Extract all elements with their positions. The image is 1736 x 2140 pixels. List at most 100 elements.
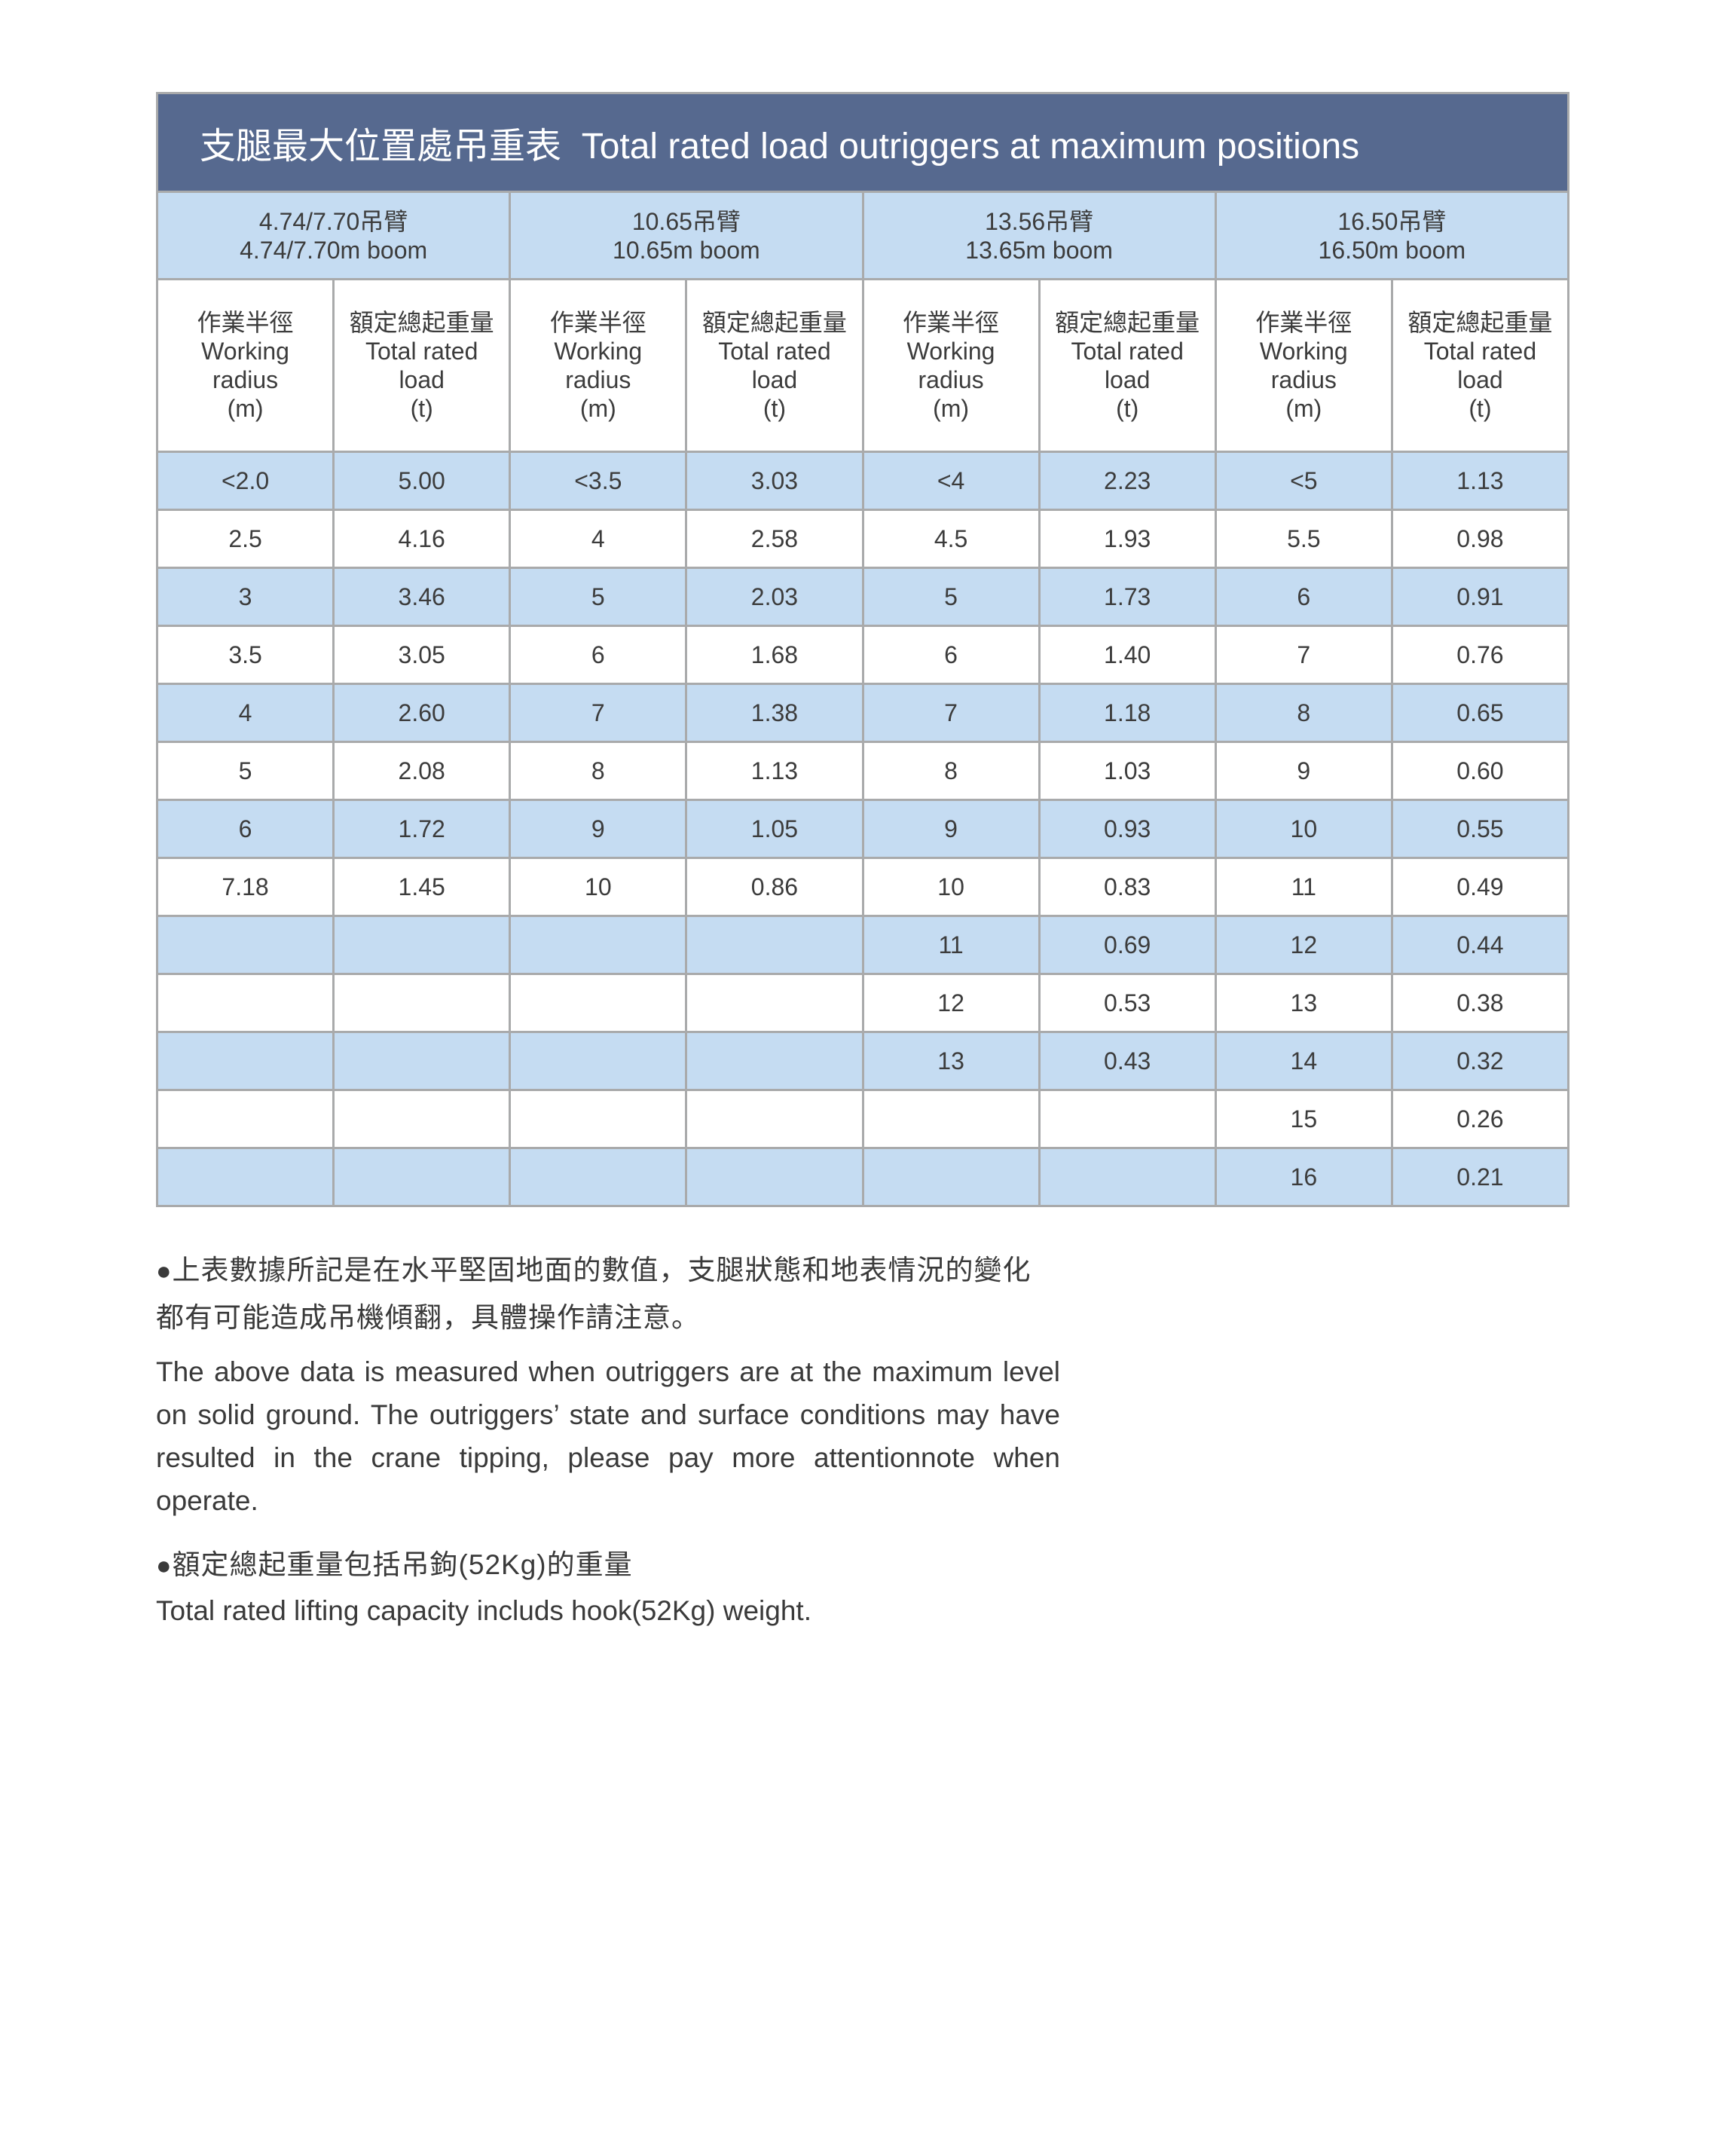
boom-header: 4.74/7.70吊臂 4.74/7.70m boom xyxy=(155,191,512,280)
header-unit: (t) xyxy=(1116,395,1139,422)
radius-column-header: 作業半徑 Working radius (m) xyxy=(861,278,1041,453)
header-en: Total rated xyxy=(718,338,831,365)
radius-cell: 8 xyxy=(861,741,1041,801)
radius-cell xyxy=(155,1147,335,1207)
load-cell: 0.60 xyxy=(1390,741,1570,801)
load-cell xyxy=(1038,1089,1217,1149)
header-en: Total rated xyxy=(1423,338,1537,365)
note2-zh-text: 額定總起重量包括吊鉤(52Kg)的重量 xyxy=(172,1549,633,1580)
note1-en: The above data is measured when outrigge… xyxy=(156,1356,1060,1516)
radius-cell: 6 xyxy=(861,625,1041,685)
radius-cell: 9 xyxy=(509,799,688,859)
header-en: Working xyxy=(906,338,995,365)
title-zh: 支腿最大位置處吊重表 xyxy=(200,127,562,167)
radius-column-header: 作業半徑 Working radius (m) xyxy=(1214,278,1393,453)
load-cell xyxy=(332,1089,512,1149)
radius-cell xyxy=(509,915,688,975)
load-cell: 2.58 xyxy=(685,509,864,569)
radius-cell xyxy=(509,1089,688,1149)
header-unit: (t) xyxy=(1469,395,1492,422)
radius-cell: 13 xyxy=(1214,973,1393,1033)
load-cell xyxy=(332,915,512,975)
load-cell xyxy=(685,915,864,975)
radius-cell: 3.5 xyxy=(155,625,335,685)
boom-header: 13.56吊臂 13.65m boom xyxy=(861,191,1217,280)
boom-en: 4.74/7.70m boom xyxy=(240,236,428,264)
note1-zh-line1: 上表數據所記是在水平堅固地面的數值，支腿狀態和地表情況的變化 xyxy=(172,1255,1032,1286)
header-unit: (m) xyxy=(1285,395,1322,422)
load-cell: 0.55 xyxy=(1390,799,1570,859)
header-unit: (m) xyxy=(933,395,970,422)
radius-cell: 7 xyxy=(861,683,1041,743)
radius-cell: 10 xyxy=(509,857,688,917)
header-zh: 額定總起重量 xyxy=(349,309,494,336)
table-row: 16 0.21 xyxy=(155,1147,1570,1207)
load-column-header: 額定總起重量 Total rated load (t) xyxy=(685,278,864,453)
header-en: Working xyxy=(554,338,643,365)
radius-column-header: 作業半徑 Working radius (m) xyxy=(509,278,688,453)
boom-zh: 10.65吊臂 xyxy=(631,207,741,235)
header-zh: 額定總起重量 xyxy=(701,309,847,336)
load-cell xyxy=(332,1031,512,1091)
radius-cell: 16 xyxy=(1214,1147,1393,1207)
table-row: <2.0 5.00 <3.5 3.03 <4 2.23 <5 1.13 xyxy=(155,451,1570,511)
load-cell xyxy=(685,1089,864,1149)
load-cell xyxy=(1038,1147,1217,1207)
load-cell: 2.03 xyxy=(685,567,864,627)
radius-cell xyxy=(155,973,335,1033)
header-en: Total rated xyxy=(365,338,478,365)
table-row: 7.18 1.45 10 0.86 10 0.83 11 0.49 xyxy=(155,857,1570,917)
load-cell: 4.16 xyxy=(332,509,512,569)
boom-zh: 16.50吊臂 xyxy=(1337,207,1447,235)
header-en: Total rated xyxy=(1071,338,1184,365)
load-cell: 2.23 xyxy=(1038,451,1217,511)
radius-cell: 6 xyxy=(509,625,688,685)
table-row: 6 1.72 9 1.05 9 0.93 10 0.55 xyxy=(155,799,1570,859)
table-title: 支腿最大位置處吊重表 Total rated load outriggers a… xyxy=(156,92,1569,193)
header-unit: (m) xyxy=(227,395,264,422)
title-en: Total rated load outriggers at maximum p… xyxy=(581,127,1360,167)
load-cell: 0.38 xyxy=(1390,973,1570,1033)
boom-en: 10.65m boom xyxy=(613,236,760,264)
load-cell: 3.03 xyxy=(685,451,864,511)
load-column-header: 額定總起重量 Total rated load (t) xyxy=(1390,278,1570,453)
radius-cell: 2.5 xyxy=(155,509,335,569)
radius-cell xyxy=(155,1031,335,1091)
boom-zh: 13.56吊臂 xyxy=(985,207,1094,235)
radius-cell: 10 xyxy=(861,857,1041,917)
header-en: load xyxy=(1457,366,1503,393)
radius-cell xyxy=(861,1089,1041,1149)
load-chart-table: 支腿最大位置處吊重表 Total rated load outriggers a… xyxy=(155,92,1570,1207)
load-cell: 0.32 xyxy=(1390,1031,1570,1091)
table-row: 2.5 4.16 4 2.58 4.5 1.93 5.5 0.98 xyxy=(155,509,1570,569)
radius-cell: 8 xyxy=(1214,683,1393,743)
load-cell: 2.08 xyxy=(332,741,512,801)
radius-cell xyxy=(509,973,688,1033)
load-cell: 0.98 xyxy=(1390,509,1570,569)
table-row: 4 2.60 7 1.38 7 1.18 8 0.65 xyxy=(155,683,1570,743)
radius-column-header: 作業半徑 Working radius (m) xyxy=(155,278,335,453)
radius-cell: <5 xyxy=(1214,451,1393,511)
radius-cell: 5 xyxy=(509,567,688,627)
load-cell: 0.91 xyxy=(1390,567,1570,627)
radius-cell: 11 xyxy=(1214,857,1393,917)
boom-en: 16.50m boom xyxy=(1318,236,1466,264)
radius-cell: <2.0 xyxy=(155,451,335,511)
table-row: 11 0.69 12 0.44 xyxy=(155,915,1570,975)
radius-cell: <4 xyxy=(861,451,1041,511)
radius-cell xyxy=(155,915,335,975)
radius-cell: 10 xyxy=(1214,799,1393,859)
radius-cell xyxy=(509,1147,688,1207)
load-cell: 0.53 xyxy=(1038,973,1217,1033)
load-cell: 1.72 xyxy=(332,799,512,859)
note2-zh: ●額定總起重量包括吊鉤(52Kg)的重量 xyxy=(156,1542,1060,1589)
load-cell: 1.93 xyxy=(1038,509,1217,569)
load-cell xyxy=(685,973,864,1033)
load-cell: 1.38 xyxy=(685,683,864,743)
radius-cell xyxy=(509,1031,688,1091)
load-cell xyxy=(332,1147,512,1207)
radius-cell xyxy=(861,1147,1041,1207)
header-en: Working xyxy=(201,338,289,365)
radius-cell: 5 xyxy=(861,567,1041,627)
load-cell: 1.03 xyxy=(1038,741,1217,801)
